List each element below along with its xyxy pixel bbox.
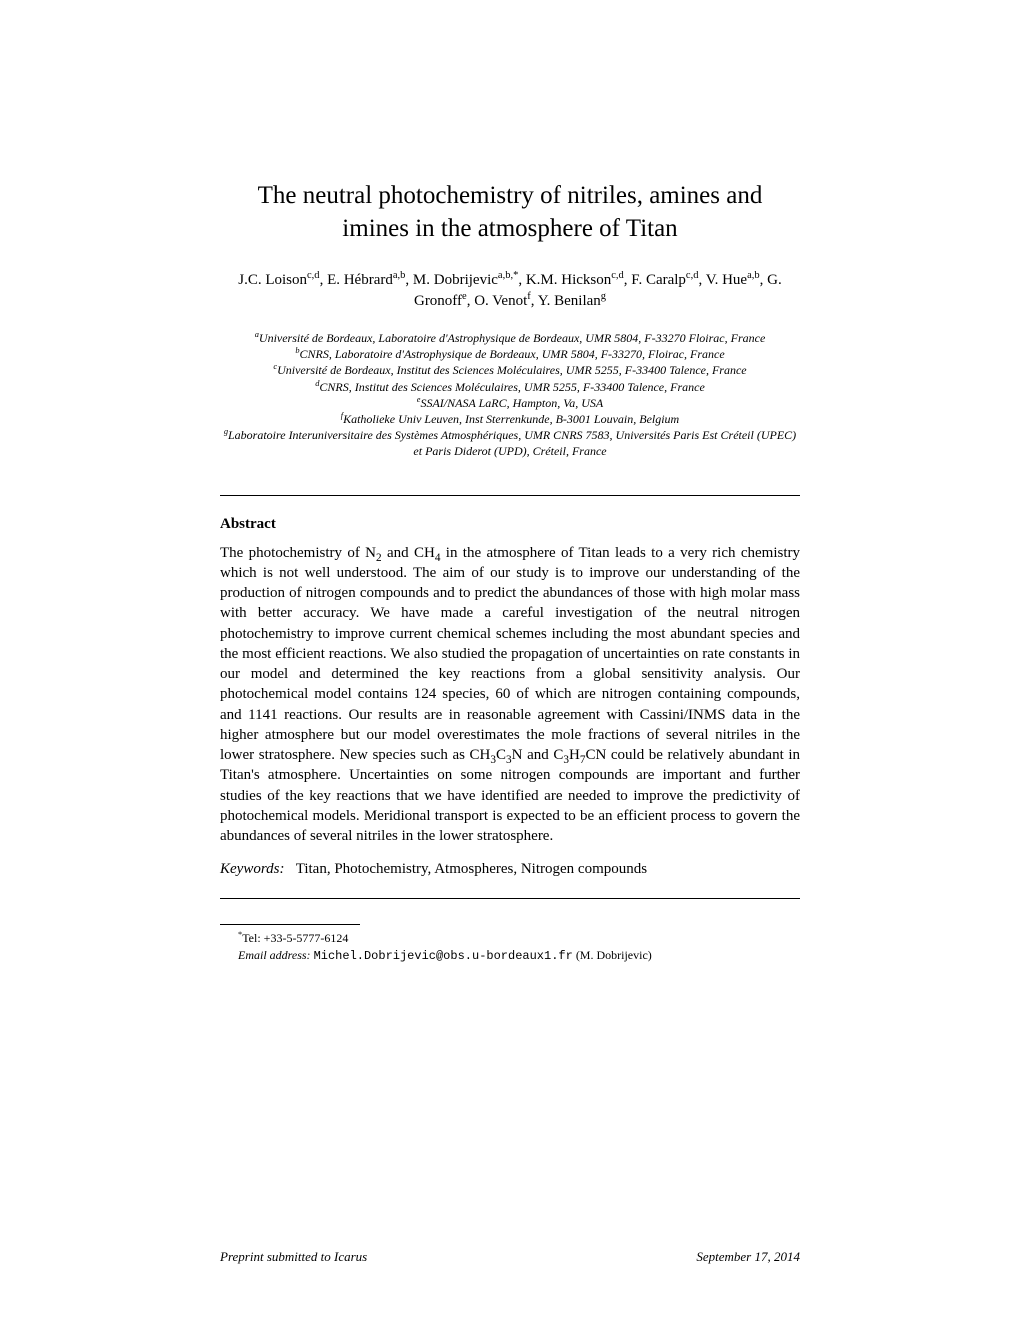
- keywords-text: Titan, Photochemistry, Atmospheres, Nitr…: [296, 861, 647, 877]
- keywords: Keywords: Titan, Photochemistry, Atmosph…: [220, 861, 800, 878]
- rule-top: [220, 495, 800, 496]
- footer-right: September 17, 2014: [696, 1249, 800, 1265]
- page-footer: Preprint submitted to Icarus September 1…: [220, 1249, 800, 1265]
- footnote-tel: *Tel: +33-5-5777-6124: [238, 930, 800, 947]
- affiliation-c: cUniversité de Bordeaux, Institut des Sc…: [220, 362, 800, 378]
- abstract-body: The photochemistry of N2 and CH4 in the …: [220, 543, 800, 847]
- footnote-rule: [220, 924, 360, 925]
- title-line-1: The neutral photochemistry of nitriles, …: [258, 182, 763, 209]
- footnote-email-value: Michel.Dobrijevic@obs.u-bordeaux1.fr: [314, 949, 573, 963]
- affiliation-d: dCNRS, Institut des Sciences Moléculaire…: [220, 379, 800, 395]
- affiliations: aUniversité de Bordeaux, Laboratoire d'A…: [220, 330, 800, 460]
- footnote-email-attribution: (M. Dobrijevic): [576, 948, 652, 962]
- rule-bottom: [220, 898, 800, 899]
- keywords-label: Keywords:: [220, 861, 284, 877]
- footnote-email-label: Email address:: [238, 948, 311, 962]
- footnotes: *Tel: +33-5-5777-6124 Email address: Mic…: [220, 930, 800, 965]
- author-list: J.C. Loisonc,d, E. Hébrarda,b, M. Dobrij…: [220, 270, 800, 312]
- footer-left: Preprint submitted to Icarus: [220, 1249, 367, 1265]
- affiliation-a: aUniversité de Bordeaux, Laboratoire d'A…: [220, 330, 800, 346]
- abstract-heading: Abstract: [220, 516, 800, 533]
- paper-title: The neutral photochemistry of nitriles, …: [220, 180, 800, 245]
- affiliation-f: fKatholieke Univ Leuven, Inst Sterrenkun…: [220, 411, 800, 427]
- paper-page: The neutral photochemistry of nitriles, …: [0, 0, 1020, 1025]
- affiliation-g: gLaboratoire Interuniversitaire des Syst…: [220, 427, 800, 459]
- affiliation-e: eSSAI/NASA LaRC, Hampton, Va, USA: [220, 395, 800, 411]
- footnote-email: Email address: Michel.Dobrijevic@obs.u-b…: [238, 947, 800, 965]
- title-line-2: imines in the atmosphere of Titan: [342, 215, 677, 242]
- affiliation-b: bCNRS, Laboratoire d'Astrophysique de Bo…: [220, 346, 800, 362]
